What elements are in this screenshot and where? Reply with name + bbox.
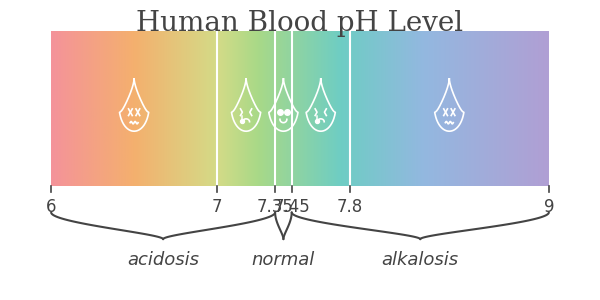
Text: 9: 9 xyxy=(544,198,554,216)
Text: 7.35: 7.35 xyxy=(257,198,293,216)
Text: Human Blood pH Level: Human Blood pH Level xyxy=(136,10,464,37)
Text: normal: normal xyxy=(252,251,315,269)
Text: alkalosis: alkalosis xyxy=(382,251,459,269)
Text: 7.8: 7.8 xyxy=(337,198,363,216)
Text: 7: 7 xyxy=(212,198,223,216)
Text: acidosis: acidosis xyxy=(127,251,199,269)
Text: 6: 6 xyxy=(46,198,56,216)
Text: 7.45: 7.45 xyxy=(274,198,310,216)
